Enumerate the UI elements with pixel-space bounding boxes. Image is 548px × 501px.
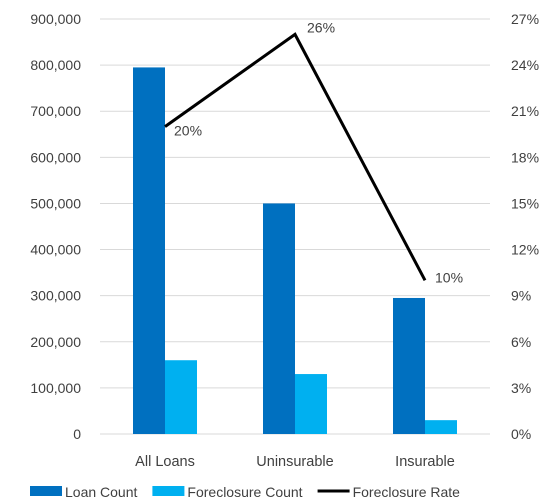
x-category-label: Uninsurable — [256, 454, 333, 470]
legend-swatch-loan-count — [30, 486, 62, 496]
rate-data-label: 26% — [307, 19, 335, 35]
foreclosure-count-bar — [425, 420, 457, 434]
rate-data-label: 10% — [435, 269, 463, 285]
legend-label-foreclosure-rate: Foreclosure Rate — [353, 484, 461, 500]
loan-count-bar — [393, 297, 425, 434]
y-left-tick-label: 800,000 — [30, 57, 81, 73]
legend-swatch-foreclosure-count — [152, 486, 185, 496]
y-right-tick-label: 0% — [511, 426, 531, 442]
y-right-tick-label: 15% — [511, 195, 539, 211]
y-right-tick-label: 6% — [511, 334, 531, 350]
y-left-tick-label: 600,000 — [30, 149, 81, 165]
y-right-tick-label: 9% — [511, 288, 531, 304]
loan-count-bar — [263, 203, 295, 434]
y-left-tick-label: 700,000 — [30, 103, 81, 119]
y-left-tick-label: 400,000 — [30, 242, 81, 258]
foreclosure-count-bar — [295, 374, 327, 434]
x-category-label: Insurable — [395, 454, 455, 470]
y-left-tick-label: 0 — [73, 426, 81, 442]
loan-count-bar — [133, 67, 165, 435]
y-right-tick-label: 21% — [511, 103, 539, 119]
y-left-tick-label: 100,000 — [30, 380, 81, 396]
y-right-tick-label: 12% — [511, 242, 539, 258]
y-right-tick-label: 3% — [511, 380, 531, 396]
legend-label-foreclosure-count: Foreclosure Count — [187, 484, 302, 500]
y-right-tick-label: 24% — [511, 57, 539, 73]
x-category-label: All Loans — [135, 454, 195, 470]
y-left-tick-label: 500,000 — [30, 195, 81, 211]
foreclosure-rate-line — [164, 32, 427, 281]
y-right-tick-label: 27% — [511, 11, 539, 27]
y-left-tick-label: 900,000 — [30, 11, 81, 27]
y-left-tick-label: 200,000 — [30, 334, 81, 350]
y-right-tick-label: 18% — [511, 149, 539, 165]
foreclosure-count-bar — [165, 360, 197, 434]
y-left-tick-label: 300,000 — [30, 288, 81, 304]
rate-data-label: 20% — [174, 123, 202, 139]
legend-label-loan-count: Loan Count — [65, 484, 138, 500]
